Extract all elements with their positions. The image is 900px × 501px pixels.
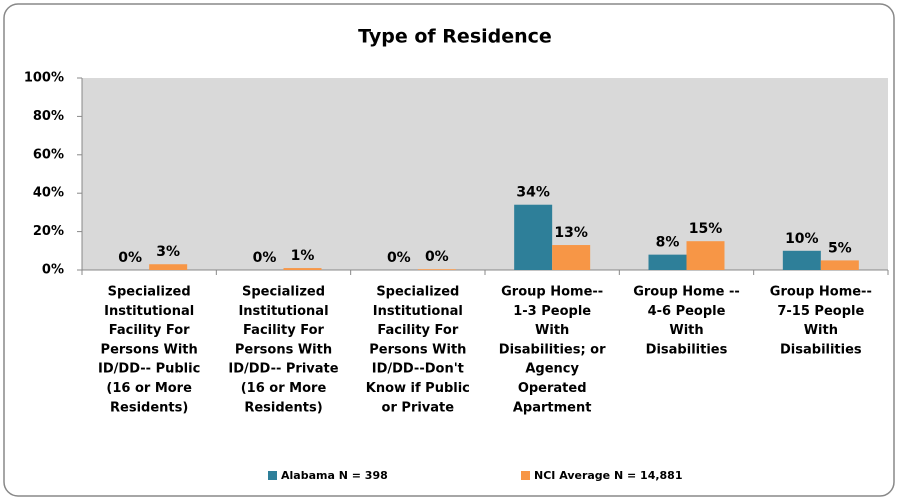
x-tick-label: With: [535, 323, 569, 338]
x-tick-label: Agency: [525, 362, 579, 377]
bar: [648, 254, 687, 270]
x-tick-label: Group Home--: [770, 285, 872, 300]
x-tick-label: (16 or More: [106, 381, 192, 396]
x-tick-label: Residents): [244, 400, 322, 415]
x-tick-label: Institutional: [373, 304, 463, 319]
data-label: 8%: [656, 235, 680, 251]
x-tick-label: or Private: [382, 400, 455, 415]
x-tick-label: Facility For: [377, 323, 458, 338]
y-tick-label: 100%: [24, 71, 64, 86]
bar: [686, 241, 725, 270]
x-tick-label: Disabilities; or: [499, 342, 606, 357]
bar: [782, 250, 821, 270]
x-tick-label: Specialized: [108, 285, 191, 300]
x-tick-label: 4-6 People: [648, 304, 726, 319]
data-label: 13%: [554, 225, 588, 241]
bar: [552, 245, 591, 270]
legend-label: Alabama N = 398: [281, 469, 388, 482]
bar: [417, 269, 456, 270]
x-tick-label: 1-3 People: [513, 304, 591, 319]
x-tick-label: Operated: [518, 381, 587, 396]
legend-swatch: [268, 471, 277, 480]
chart-title: Type of Residence: [358, 26, 552, 48]
x-tick-label: Facility For: [243, 323, 324, 338]
x-tick-label: Institutional: [238, 304, 328, 319]
x-tick-label: Know if Public: [366, 381, 470, 396]
bar: [514, 204, 553, 270]
y-tick-label: 20%: [33, 224, 64, 239]
data-label: 34%: [516, 185, 550, 201]
legend-swatch: [521, 471, 530, 480]
data-label: 15%: [689, 221, 723, 237]
data-label: 0%: [387, 250, 411, 266]
x-tick-label: Specialized: [242, 285, 325, 300]
x-tick-label: Apartment: [513, 400, 592, 415]
data-label: 10%: [785, 231, 819, 247]
x-tick-label: Disabilities: [646, 342, 728, 357]
data-label: 0%: [425, 249, 449, 265]
x-tick-label: ID/DD-- Private: [228, 362, 338, 377]
bar: [283, 268, 322, 270]
x-tick-label: Specialized: [376, 285, 459, 300]
data-label: 0%: [253, 250, 277, 266]
data-label: 1%: [291, 248, 315, 264]
y-tick-label: 80%: [33, 109, 64, 124]
x-tick-label: With: [804, 323, 838, 338]
bar: [820, 260, 859, 270]
legend-label: NCI Average N = 14,881: [534, 469, 683, 482]
data-label: 3%: [156, 244, 180, 260]
x-tick-label: With: [669, 323, 703, 338]
bar: [149, 264, 188, 270]
x-tick-label: Persons With: [101, 342, 198, 357]
x-tick-label: Group Home--: [501, 285, 603, 300]
y-tick-label: 40%: [33, 186, 64, 201]
x-tick-label: ID/DD--Don't: [372, 362, 464, 377]
x-tick-label: (16 or More: [241, 381, 327, 396]
x-tick-label: ID/DD-- Public: [98, 362, 200, 377]
data-label: 5%: [828, 240, 852, 256]
data-label: 0%: [118, 250, 142, 266]
x-tick-label: Residents): [110, 400, 188, 415]
plot-area: [82, 78, 888, 270]
x-tick-label: Persons With: [369, 342, 466, 357]
x-tick-label: 7-15 People: [777, 304, 864, 319]
y-tick-label: 60%: [33, 147, 64, 162]
x-tick-label: Group Home --: [633, 285, 740, 300]
y-tick-label: 0%: [42, 263, 64, 278]
x-tick-label: Facility For: [109, 323, 190, 338]
x-tick-label: Institutional: [104, 304, 194, 319]
x-tick-label: Persons With: [235, 342, 332, 357]
x-tick-label: Disabilities: [780, 342, 862, 357]
